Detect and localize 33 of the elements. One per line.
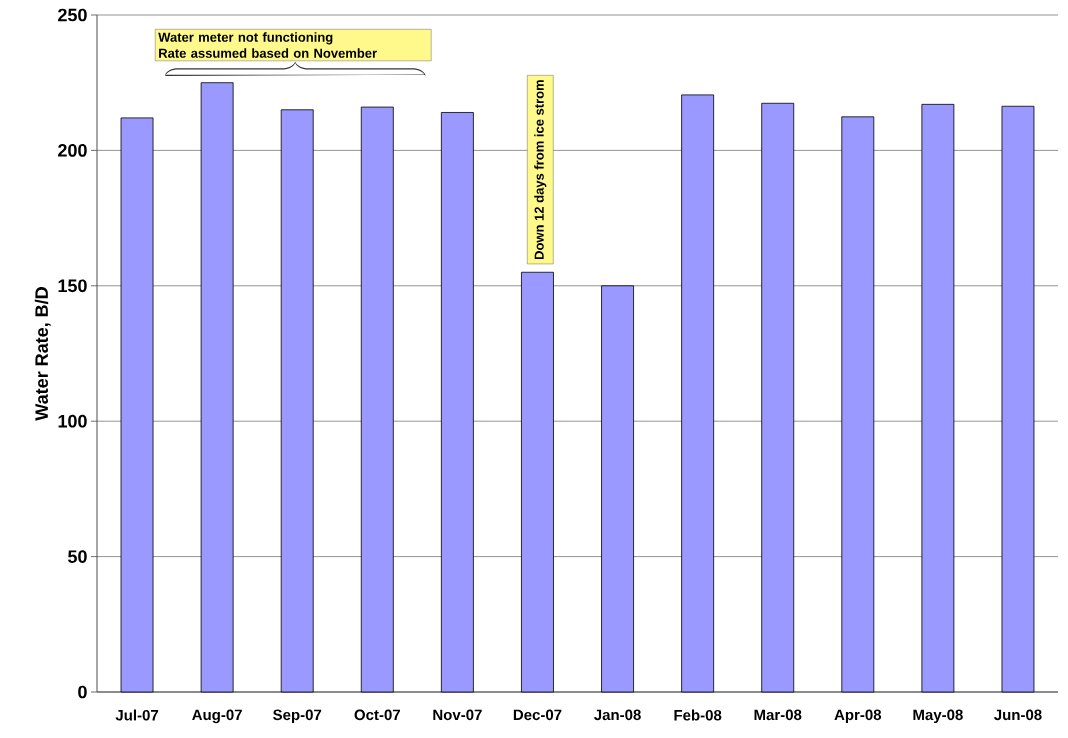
x-tick-label: Apr-08 [834, 709, 882, 724]
bar [681, 94, 715, 693]
x-tick-label: Jul-07 [115, 709, 159, 721]
x-tick-label: Jan-08 [594, 709, 641, 721]
bar [521, 271, 554, 693]
bar [200, 82, 234, 693]
bar [921, 103, 955, 693]
y-tick-label: 250 [58, 8, 87, 22]
y-tick-label: 0 [78, 685, 87, 699]
annotation: Down 12 days from ice strom [534, 80, 547, 260]
bar [761, 102, 795, 693]
bar [280, 109, 314, 693]
x-tick-label: Mar-08 [754, 709, 802, 721]
bar [120, 117, 154, 693]
y-tick-label: 150 [58, 279, 87, 293]
bar [360, 106, 394, 693]
bar [1001, 105, 1035, 693]
x-tick-label: Oct-07 [354, 709, 400, 721]
bar [440, 112, 474, 693]
x-tick-label: Sep-07 [273, 709, 322, 724]
annotation: Water meter not functioning Rate assumed based on November [158, 32, 377, 58]
x-tick-label: Dec-07 [513, 709, 562, 721]
x-tick-label: Aug-07 [192, 709, 242, 724]
bar [601, 285, 634, 693]
y-axis-title: Water Rate, B/D [34, 287, 51, 421]
y-tick-label: 200 [58, 144, 87, 157]
x-tick-label: Jun-08 [994, 709, 1042, 721]
x-tick-label: May-08 [913, 709, 963, 724]
x-tick-label: Feb-08 [674, 709, 722, 721]
x-tick-label: Nov-07 [433, 709, 482, 721]
y-tick-label: 100 [58, 414, 87, 428]
bar [841, 116, 875, 693]
y-tick-label: 50 [68, 550, 87, 563]
